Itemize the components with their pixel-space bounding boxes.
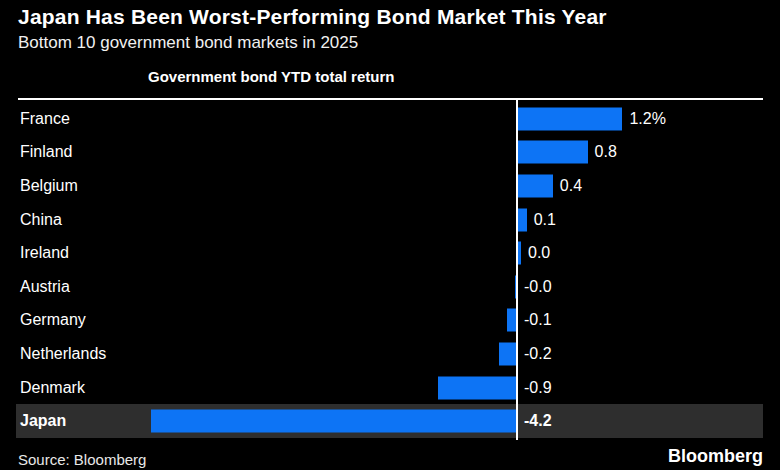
page-subtitle: Bottom 10 government bond markets in 202… bbox=[18, 33, 358, 53]
bar-germany bbox=[507, 309, 516, 332]
chart-row-finland: Finland 0.8 bbox=[18, 136, 763, 170]
page-title: Japan Has Been Worst-Performing Bond Mar… bbox=[18, 5, 607, 29]
chart-row-ireland: Ireland 0.0 bbox=[18, 236, 763, 270]
category-label-belgium: Belgium bbox=[20, 177, 78, 195]
bar-denmark bbox=[438, 376, 516, 399]
chart-row-france: France 1.2% bbox=[18, 102, 763, 136]
chart-row-belgium: Belgium 0.4 bbox=[18, 169, 763, 203]
value-label-netherlands: -0.2 bbox=[524, 345, 552, 363]
chart-row-germany: Germany -0.1 bbox=[18, 304, 763, 338]
bar-finland bbox=[518, 141, 588, 164]
value-label-belgium: 0.4 bbox=[560, 177, 582, 195]
source-note: Source: Bloomberg bbox=[18, 451, 146, 468]
zero-axis-line bbox=[516, 100, 518, 440]
category-label-france: France bbox=[20, 110, 70, 128]
chart-row-denmark: Denmark -0.9 bbox=[18, 371, 763, 405]
value-label-france: 1.2% bbox=[629, 110, 665, 128]
chart-row-netherlands: Netherlands -0.2 bbox=[18, 337, 763, 371]
category-label-ireland: Ireland bbox=[20, 244, 69, 262]
category-label-germany: Germany bbox=[20, 311, 86, 329]
category-label-china: China bbox=[20, 211, 62, 229]
value-label-austria: -0.0 bbox=[524, 278, 552, 296]
bar-ireland bbox=[518, 242, 521, 265]
value-label-ireland: 0.0 bbox=[528, 244, 550, 262]
value-label-japan: -4.2 bbox=[524, 412, 552, 430]
value-label-china: 0.1 bbox=[534, 211, 556, 229]
value-label-finland: 0.8 bbox=[595, 143, 617, 161]
category-label-austria: Austria bbox=[20, 278, 70, 296]
chart-row-japan: Japan -4.2 bbox=[18, 404, 763, 438]
bar-netherlands bbox=[499, 342, 516, 365]
category-label-finland: Finland bbox=[20, 143, 72, 161]
bar-france bbox=[518, 107, 622, 130]
bar-belgium bbox=[518, 174, 553, 197]
bar-china bbox=[518, 208, 527, 231]
value-label-denmark: -0.9 bbox=[524, 379, 552, 397]
bar-chart: France 1.2% Finland 0.8 Belgium 0.4 China 0.1 Ir… bbox=[18, 98, 763, 440]
chart-row-austria: Austria -0.0 bbox=[18, 270, 763, 304]
category-label-netherlands: Netherlands bbox=[20, 345, 106, 363]
bar-japan bbox=[151, 410, 516, 433]
bloomberg-logo: Bloomberg bbox=[668, 446, 763, 467]
value-label-germany: -0.1 bbox=[524, 311, 552, 329]
chart-axis-title: Government bond YTD total return bbox=[148, 68, 394, 85]
chart-row-china: China 0.1 bbox=[18, 203, 763, 237]
category-label-denmark: Denmark bbox=[20, 379, 85, 397]
category-label-japan: Japan bbox=[20, 412, 66, 430]
